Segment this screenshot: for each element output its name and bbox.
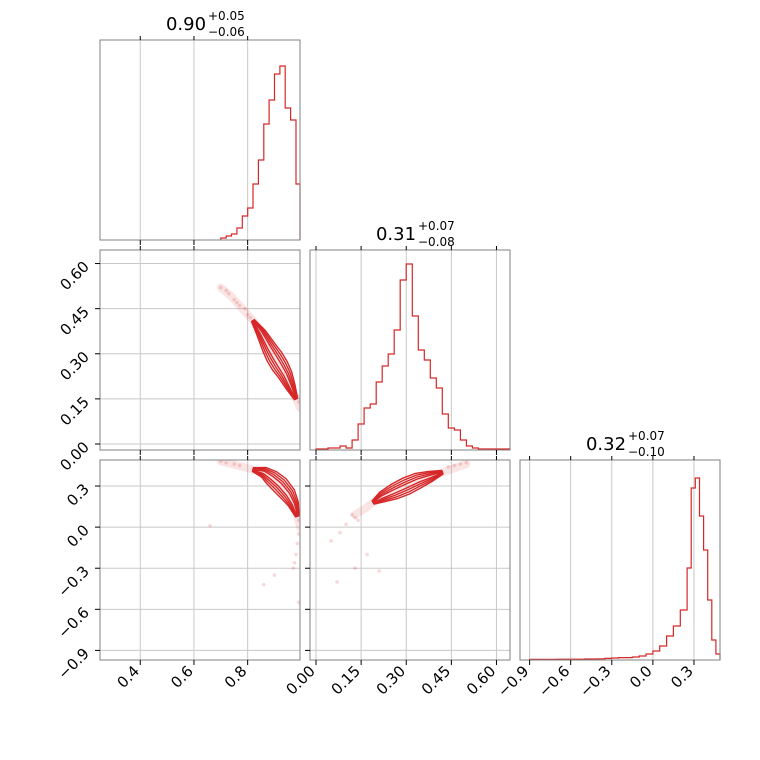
y-tick-label: 0.0 (63, 521, 93, 551)
pair-marks (329, 460, 471, 584)
x-tick-label: −0.6 (535, 662, 573, 700)
param-title-minus-2: −0.10 (628, 445, 665, 459)
y-tick-label: 0.00 (56, 438, 92, 474)
param-title-minus-0: −0.06 (208, 25, 245, 39)
x-tick-label: 0.60 (463, 662, 499, 698)
scatter-point (464, 460, 469, 465)
hist-panel-1: 0.31 +0.07 −0.08 (309, 219, 511, 451)
scatter-point (227, 291, 231, 296)
x-tick-label: 0.3 (667, 662, 697, 692)
x-tick-label: 0.8 (221, 662, 251, 692)
scatter-point (272, 573, 277, 577)
scatter-point (377, 569, 381, 573)
hist-step-0 (220, 65, 301, 240)
pair-marks (216, 283, 300, 412)
pair-marks (208, 460, 300, 605)
scatter-point (208, 523, 212, 528)
param-title-minus-1: −0.08 (418, 235, 455, 249)
scatter-point (224, 460, 228, 465)
scatter-point (294, 552, 298, 557)
density-band (351, 460, 471, 519)
hist-frame (99, 39, 301, 241)
density-band (216, 460, 300, 532)
scatter-point (353, 566, 357, 571)
pair-frame (99, 459, 301, 661)
scatter-point (235, 300, 239, 305)
y-tick-label: −0.3 (54, 562, 92, 600)
y-tick-label: −0.6 (54, 603, 92, 641)
x-tick-label: 0.15 (328, 662, 364, 698)
x-tick-label: 0.0 (626, 662, 656, 692)
scatter-point (335, 580, 339, 584)
pair-frame (99, 249, 301, 451)
scatter-point (237, 463, 242, 468)
scatter-point (261, 582, 266, 587)
hist-step-1 (315, 263, 511, 450)
scatter-point (232, 297, 237, 302)
scatter-point (219, 460, 223, 464)
hist-panel-2: 0.32 +0.07 −0.10 (519, 429, 721, 661)
param-title-plus-1: +0.07 (418, 219, 455, 233)
scatter-point (245, 312, 250, 317)
scatter-point (452, 463, 457, 468)
hist-frame (519, 459, 721, 661)
scatter-point (338, 530, 342, 535)
y-tick-label: 0.45 (56, 303, 92, 339)
scatter-point (296, 518, 300, 523)
y-tick-label: 0.60 (56, 258, 92, 294)
param-title-0: 0.90 (166, 14, 206, 35)
scatter-point (219, 285, 223, 290)
y-tick-label: 0.15 (56, 393, 92, 429)
scatter-point (232, 462, 237, 466)
x-tick-label: 0.00 (282, 662, 318, 698)
density-band (216, 283, 300, 412)
scatter-point (296, 532, 300, 536)
scatter-point (237, 303, 242, 308)
scatter-point (243, 306, 247, 311)
contour-level-0 (251, 319, 298, 400)
scatter-point (295, 541, 300, 546)
hist-frame (309, 249, 511, 451)
contour-level-3 (371, 469, 444, 505)
x-tick-label: −0.3 (576, 662, 614, 700)
param-title-plus-0: +0.05 (208, 9, 245, 23)
scatter-point (446, 465, 451, 469)
hist-step-2 (529, 477, 721, 660)
x-tick-label: −0.9 (494, 662, 532, 700)
scatter-point (296, 400, 300, 404)
scatter-point (224, 288, 228, 293)
scatter-point (350, 512, 354, 517)
x-tick-label: 0.45 (418, 662, 454, 698)
pair-panel-0-2 (99, 459, 301, 661)
y-tick-label: −0.9 (54, 645, 92, 683)
scatter-point (365, 552, 369, 557)
param-title-2: 0.32 (586, 434, 626, 455)
x-tick-label: 0.6 (167, 662, 197, 692)
contour-level-3 (251, 466, 300, 518)
pair-panel-1-2 (309, 459, 511, 661)
hist-panel-0: 0.90 +0.05 −0.06 (99, 9, 301, 241)
scatter-point (344, 522, 348, 527)
x-tick-label: 0.30 (373, 662, 409, 698)
y-tick-label: 0.30 (56, 348, 92, 384)
param-title-1: 0.31 (376, 224, 416, 245)
contour-level-3 (250, 318, 299, 401)
y-tick-label: 0.3 (63, 480, 93, 510)
scatter-point (353, 515, 357, 520)
scatter-point (248, 315, 253, 320)
pair-panel-0-1 (99, 249, 301, 451)
scatter-point (296, 600, 300, 605)
param-title-plus-2: +0.07 (628, 429, 665, 443)
x-tick-label: 0.4 (113, 662, 143, 692)
scatter-point (356, 518, 360, 523)
scatter-point (329, 539, 333, 543)
scatter-point (458, 462, 463, 466)
scatter-point (291, 566, 296, 571)
scatter-point (292, 560, 297, 565)
pair-frame (309, 459, 511, 661)
